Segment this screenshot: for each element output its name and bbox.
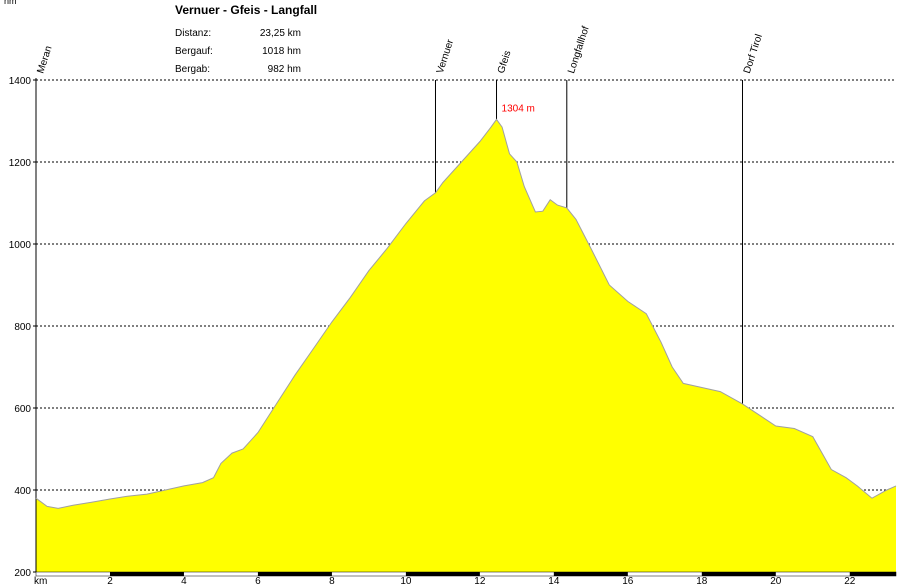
stat-descent-label: Bergab:	[175, 64, 211, 75]
x-tick-label-16: 16	[622, 576, 634, 587]
y-tick-label-1200: 1200	[9, 158, 32, 169]
waypoint-label-gfeis: Gfeis	[496, 49, 514, 75]
x-axis-bar-segment-18	[701, 572, 776, 576]
x-axis-bar-segment-10	[405, 572, 480, 576]
x-tick-label-14: 14	[548, 576, 560, 587]
y-tick-label-400: 400	[14, 486, 31, 497]
x-tick-label-12: 12	[474, 576, 486, 587]
x-axis-bar-segment-22	[849, 572, 896, 576]
stat-distance-label: Distanz:	[175, 28, 212, 39]
x-axis-label: km	[34, 576, 47, 587]
x-tick-label-18: 18	[696, 576, 708, 587]
waypoint-label-dorf-tirol: Dorf Tirol	[742, 33, 765, 75]
waypoint-label-longfallhof: Longfallhof	[566, 25, 592, 75]
chart-title: Vernuer - Gfeis - Langfall	[175, 3, 318, 17]
x-tick-label-22: 22	[844, 576, 856, 587]
stat-distance-value: 23,25 km	[259, 28, 301, 39]
x-tick-label-20: 20	[770, 576, 782, 587]
x-tick-label-8: 8	[329, 576, 335, 587]
elevation-line	[35, 118, 897, 509]
axes	[33, 78, 897, 577]
x-axis-bar-segment-14	[553, 572, 628, 576]
waypoint-label-vernuer: Vernuer	[435, 38, 456, 75]
x-axis-bar-segment-6	[257, 572, 332, 576]
stat-descent-value: 982 hm	[267, 64, 301, 75]
x-tick-label-10: 10	[400, 576, 412, 587]
waypoint-label-meran: Meran	[35, 45, 54, 75]
axis-labels: 200 400 600 800 1000 1200 1400 hm km 2 4 6 8 10 12 14 16…	[4, 0, 856, 587]
y-axis-label: hm	[4, 0, 17, 6]
elevation-area	[36, 119, 896, 573]
peak-label: 1304 m	[502, 103, 535, 114]
x-tick-label-2: 2	[107, 576, 113, 587]
y-tick-label-200: 200	[14, 568, 31, 579]
y-tick-label-1000: 1000	[9, 240, 32, 251]
y-tick-label-800: 800	[14, 322, 31, 333]
x-tick-label-4: 4	[181, 576, 187, 587]
x-tick-label-6: 6	[255, 576, 261, 587]
y-tick-label-600: 600	[14, 404, 31, 415]
stat-ascent-value: 1018 hm	[262, 46, 301, 57]
x-axis-bar-segment-2	[109, 572, 184, 576]
stat-ascent-label: Bergauf:	[175, 46, 213, 57]
y-tick-label-1400: 1400	[9, 76, 32, 87]
